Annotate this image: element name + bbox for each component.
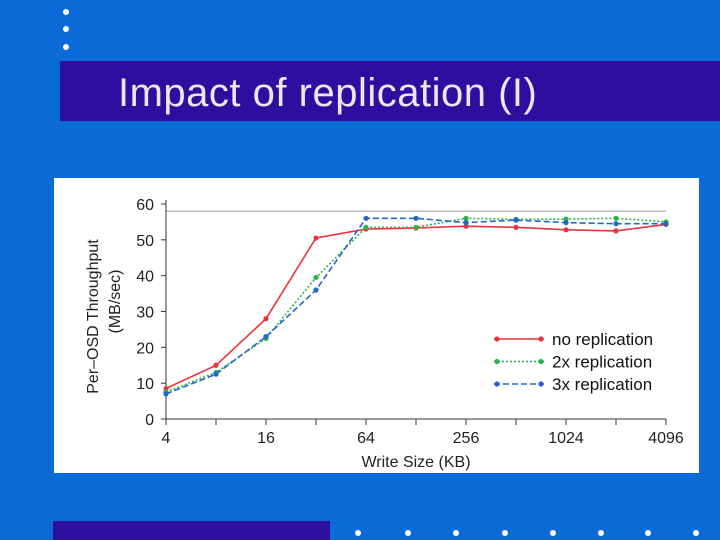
x-tick-label: 4096 bbox=[648, 430, 684, 447]
data-point bbox=[213, 362, 219, 368]
x-tick-label: 256 bbox=[453, 430, 480, 447]
y-tick-label: 0 bbox=[145, 412, 154, 429]
y-tick-label: 40 bbox=[136, 269, 154, 286]
y-tick-label: 20 bbox=[136, 340, 154, 357]
data-point bbox=[513, 217, 519, 223]
y-axis-title-line2: (MB/sec) bbox=[107, 270, 124, 334]
data-point bbox=[313, 274, 319, 281]
legend-marker bbox=[538, 381, 544, 387]
data-point bbox=[263, 333, 269, 340]
decor-dot bbox=[63, 9, 69, 15]
data-point bbox=[163, 385, 169, 392]
decor-dot bbox=[355, 530, 361, 536]
data-point bbox=[363, 224, 369, 230]
decor-dot bbox=[550, 530, 556, 536]
data-point bbox=[413, 215, 419, 221]
data-point bbox=[563, 227, 569, 233]
data-point bbox=[613, 228, 619, 234]
series-line-3 bbox=[165, 217, 666, 395]
footer-bar bbox=[53, 521, 330, 540]
chart-panel: 0 10 20 30 40 50 60 4 16 64 256 1024 4096 Write Size … bbox=[54, 178, 699, 473]
data-point bbox=[613, 221, 619, 227]
y-tick-label: 10 bbox=[136, 376, 154, 393]
decor-dot bbox=[598, 530, 604, 536]
y-tick-label: 30 bbox=[136, 305, 154, 322]
x-tick-label: 64 bbox=[357, 430, 375, 447]
legend-marker bbox=[494, 336, 500, 342]
data-point bbox=[663, 221, 669, 227]
decor-dot bbox=[453, 530, 459, 536]
decor-dot bbox=[405, 530, 411, 536]
decor-dot bbox=[63, 26, 69, 32]
title-bar: Impact of replication (I) bbox=[60, 61, 720, 121]
data-point bbox=[463, 215, 469, 221]
y-axis-title-line1: Per–OSD Throughput bbox=[85, 239, 102, 394]
data-point bbox=[513, 224, 519, 230]
data-point bbox=[563, 220, 569, 226]
line-chart: 0 10 20 30 40 50 60 4 16 64 256 1024 4096 Write Size … bbox=[85, 197, 684, 471]
data-point bbox=[263, 316, 269, 322]
decor-dot bbox=[693, 530, 699, 536]
legend-marker bbox=[494, 381, 500, 387]
legend-label-3: 3x replication bbox=[552, 375, 652, 394]
legend-marker bbox=[538, 358, 544, 365]
legend-marker bbox=[538, 336, 544, 342]
x-tick-label: 4 bbox=[162, 430, 171, 447]
y-tick-label: 60 bbox=[136, 197, 154, 214]
data-point bbox=[463, 220, 469, 226]
data-point bbox=[613, 215, 619, 221]
slide-title: Impact of replication (I) bbox=[118, 71, 538, 115]
legend-marker bbox=[494, 358, 500, 365]
data-point bbox=[313, 235, 319, 241]
data-point bbox=[563, 216, 569, 222]
legend-label-2: 2x replication bbox=[552, 353, 652, 372]
data-point bbox=[413, 224, 419, 230]
data-point bbox=[163, 391, 169, 397]
data-point bbox=[213, 371, 219, 377]
decor-dot bbox=[63, 44, 69, 50]
decor-dot bbox=[645, 530, 651, 536]
legend-label-1: no replication bbox=[552, 330, 653, 349]
decor-dot bbox=[502, 530, 508, 536]
y-tick-label: 50 bbox=[136, 233, 154, 250]
x-axis-title: Write Size (KB) bbox=[361, 454, 470, 471]
data-point bbox=[363, 215, 369, 221]
data-point bbox=[313, 287, 319, 293]
data-point bbox=[463, 223, 469, 229]
x-tick-label: 1024 bbox=[548, 430, 584, 447]
x-tick-label: 16 bbox=[257, 430, 275, 447]
